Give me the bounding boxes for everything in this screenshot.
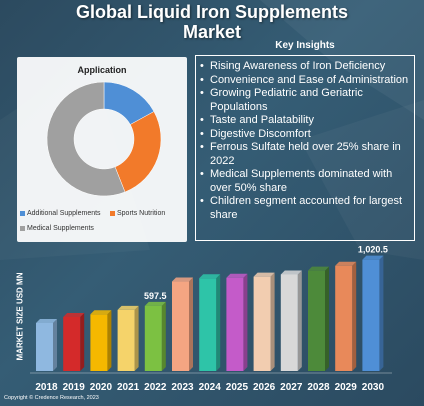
bar-top: [36, 319, 57, 323]
bar-2021: [117, 305, 139, 371]
bar-front: [280, 274, 298, 371]
bar-top: [144, 301, 166, 306]
bar-front: [144, 305, 162, 371]
legend-swatch-additional: [20, 211, 25, 216]
title-line-1: Global Liquid Iron Supplements: [75, 2, 348, 22]
bar-2026: [253, 272, 275, 371]
donut-slice-sports-nutrition: [114, 111, 162, 193]
application-donut-panel: Application Additional Supplements Sport…: [17, 57, 187, 242]
x-tick-label: 2020: [90, 382, 113, 393]
bar-data-label: 597.5: [144, 291, 167, 301]
bar-front: [90, 314, 108, 371]
insights-heading: Key Insights: [275, 40, 335, 51]
bar-front: [362, 259, 380, 371]
insights-list: Rising Awareness of Iron Deficiency Conv…: [196, 56, 414, 222]
x-tick-label: 2028: [307, 382, 330, 393]
x-tick-label: 2018: [35, 382, 58, 393]
x-tick-label: 2022: [144, 382, 167, 393]
x-tick-label: 2029: [335, 382, 358, 393]
legend-label-sports: Sports Nutrition: [117, 210, 166, 217]
donut-chart: [46, 81, 162, 197]
insight-item: Growing Pediatric and Geriatric Populati…: [200, 87, 410, 114]
title-line-2: Market: [182, 22, 242, 42]
bar-side: [189, 277, 193, 371]
legend-label-additional: Additional Supplements: [27, 210, 101, 217]
bar-front: [199, 278, 217, 371]
bar-front: [335, 265, 353, 371]
legend-swatch-sports: [110, 211, 115, 216]
bar-front: [63, 317, 81, 371]
bar-2024: [199, 274, 221, 371]
bar-side: [243, 273, 248, 371]
bar-side: [216, 274, 221, 371]
bar-top: [172, 277, 193, 282]
insight-item: Medical Supplements dominated with over …: [200, 168, 410, 195]
bar-side: [379, 255, 384, 371]
bar-2022: [144, 301, 166, 371]
legend-label-medical: Medical Supplements: [27, 225, 94, 232]
page-title: Global Liquid Iron Supplements Market: [0, 2, 424, 42]
bar-top: [226, 273, 248, 278]
bar-top: [117, 305, 139, 310]
bar-2027: [280, 270, 302, 371]
bar-side: [134, 305, 139, 371]
x-tick-label: 2025: [226, 382, 249, 393]
x-tick-label: 2030: [362, 382, 385, 393]
x-tick-label: 2023: [171, 382, 194, 393]
bar-top: [63, 313, 85, 317]
bar-front: [36, 323, 53, 371]
bar-2025: [226, 273, 248, 371]
legend-swatch-medical: [20, 226, 25, 231]
insights-box: Rising Awareness of Iron Deficiency Conv…: [195, 55, 415, 241]
insight-item: Ferrous Sulfate held over 25% share in 2…: [200, 141, 410, 168]
bar-2029: [335, 261, 357, 371]
insight-item: Children segment accounted for largest s…: [200, 195, 410, 222]
bar-side: [80, 313, 85, 371]
bar-2023: [172, 277, 193, 371]
donut-slice-medical-supplements: [46, 81, 126, 197]
x-tick-label: 2024: [199, 382, 222, 393]
copyright-text: Copyright © Credence Research, 2023: [4, 395, 99, 401]
bar-2020: [90, 310, 112, 371]
legend-additional-supplements: Additional Supplements: [20, 210, 101, 217]
bar-data-label: 1,020.5: [358, 245, 388, 255]
bar-side: [107, 310, 112, 371]
x-tick-label: 2027: [280, 382, 303, 393]
legend-sports-nutrition: Sports Nutrition: [110, 210, 165, 217]
bar-front: [117, 309, 135, 371]
bar-2019: [63, 313, 85, 371]
bar-side: [352, 261, 357, 371]
bar-side: [297, 270, 302, 371]
bar-top: [90, 310, 112, 315]
bar-top: [199, 274, 221, 279]
bar-side: [270, 272, 275, 371]
bar-front: [253, 276, 271, 371]
bar-2018: [36, 319, 57, 371]
bar-top: [362, 255, 384, 260]
bar-side: [161, 301, 166, 371]
x-tick-label: 2019: [63, 382, 86, 393]
bar-side: [325, 266, 329, 371]
bar-side: [53, 319, 57, 371]
bar-2028: [308, 266, 329, 371]
market-size-bar-chart: 2018 2019 2020 2021 2022 597.5 2023 2024 2025 202…: [30, 245, 392, 393]
bar-front: [226, 277, 244, 371]
bar-front: [172, 281, 189, 371]
bar-top: [335, 261, 357, 266]
bar-top: [253, 272, 275, 277]
insight-item: Rising Awareness of Iron Deficiency: [200, 60, 410, 74]
bar-top: [308, 266, 329, 271]
bar-2030: [362, 255, 384, 371]
legend-medical-supplements: Medical Supplements: [20, 225, 94, 232]
x-tick-label: 2021: [117, 382, 140, 393]
bar-top: [280, 270, 302, 275]
donut-title: Application: [77, 65, 127, 75]
bar-front: [308, 270, 325, 371]
x-tick-label: 2026: [253, 382, 276, 393]
insight-item: Digestive Discomfort: [200, 128, 410, 142]
insight-item: Convenience and Ease of Administration: [200, 74, 410, 88]
insight-item: Taste and Palatability: [200, 114, 410, 128]
